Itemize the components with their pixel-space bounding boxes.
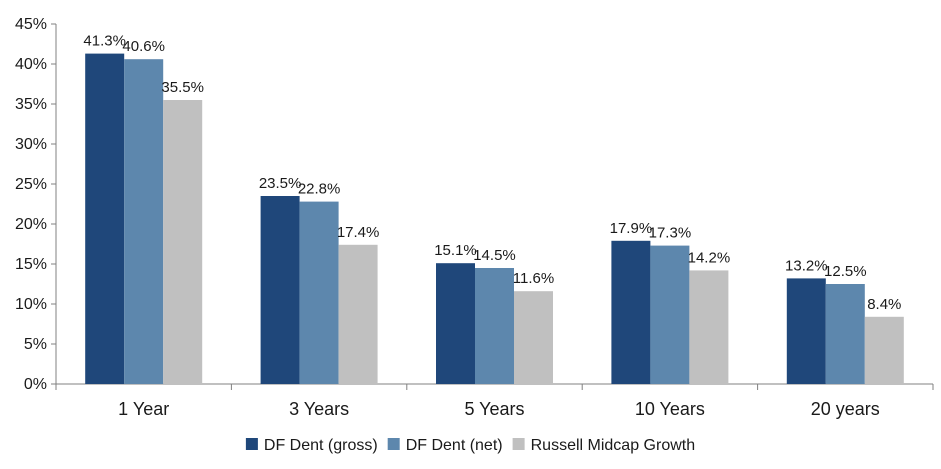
x-tick-label: 1 Year: [118, 399, 169, 419]
data-label: 12.5%: [824, 263, 867, 280]
x-tick-label: 5 Years: [464, 399, 524, 419]
bar: [124, 59, 164, 384]
data-label: 40.6%: [122, 38, 165, 55]
bar: [475, 268, 514, 384]
bar: [514, 291, 553, 384]
legend-label: DF Dent (net): [406, 437, 503, 454]
y-tick-label: 5%: [24, 336, 47, 353]
data-label: 23.5%: [259, 175, 302, 192]
bar: [864, 316, 904, 384]
data-label: 14.5%: [473, 247, 516, 264]
bar: [299, 201, 339, 384]
y-tick-label: 10%: [15, 296, 47, 313]
legend: DF Dent (gross) DF Dent (net) Russell Midc…: [245, 437, 696, 454]
bar: [163, 100, 203, 384]
bar: [689, 270, 729, 384]
y-tick-label: 15%: [15, 256, 47, 273]
bars: [85, 53, 904, 384]
legend-label: Russell Midcap Growth: [531, 437, 696, 454]
data-label: 13.2%: [785, 257, 828, 274]
data-label: 15.1%: [434, 242, 477, 259]
data-label: 17.3%: [649, 225, 692, 242]
data-label: 17.9%: [610, 220, 653, 237]
data-label: 17.4%: [337, 224, 380, 241]
y-tick-label: 40%: [15, 56, 47, 73]
legend-swatch: [387, 438, 400, 450]
axes: 0% 5% 10% 15% 20% 25% 30% 35% 40% 45% 1 Year 3 Year…: [15, 16, 934, 419]
y-tick-label: 25%: [15, 176, 47, 193]
bar: [825, 284, 865, 384]
bar: [436, 263, 475, 384]
x-tick-label: 20 years: [811, 399, 880, 419]
data-labels: 41.3% 23.5% 15.1% 17.9% 13.2% 40.6% 22.8% 14.5%…: [83, 33, 901, 313]
data-label: 35.5%: [161, 79, 204, 96]
y-tick-label: 30%: [15, 136, 47, 153]
bar: [260, 196, 300, 384]
legend-label: DF Dent (gross): [264, 437, 378, 454]
y-tick-label: 45%: [15, 16, 47, 33]
data-label: 41.3%: [83, 33, 126, 50]
legend-swatch: [245, 438, 258, 450]
y-tick-label: 0%: [24, 376, 47, 393]
bar: [650, 245, 690, 384]
bar: [786, 278, 826, 384]
x-tick-label: 3 Years: [289, 399, 349, 419]
data-label: 11.6%: [513, 270, 554, 287]
data-label: 14.2%: [688, 249, 731, 266]
x-tick-label: 10 Years: [635, 399, 705, 419]
data-label: 22.8%: [298, 181, 341, 198]
data-label: 8.4%: [867, 296, 901, 313]
y-tick-label: 20%: [15, 216, 47, 233]
y-tick-label: 35%: [15, 96, 47, 113]
bar: [85, 53, 125, 384]
legend-swatch: [512, 438, 525, 450]
bar: [338, 244, 378, 384]
bar: [611, 240, 651, 384]
